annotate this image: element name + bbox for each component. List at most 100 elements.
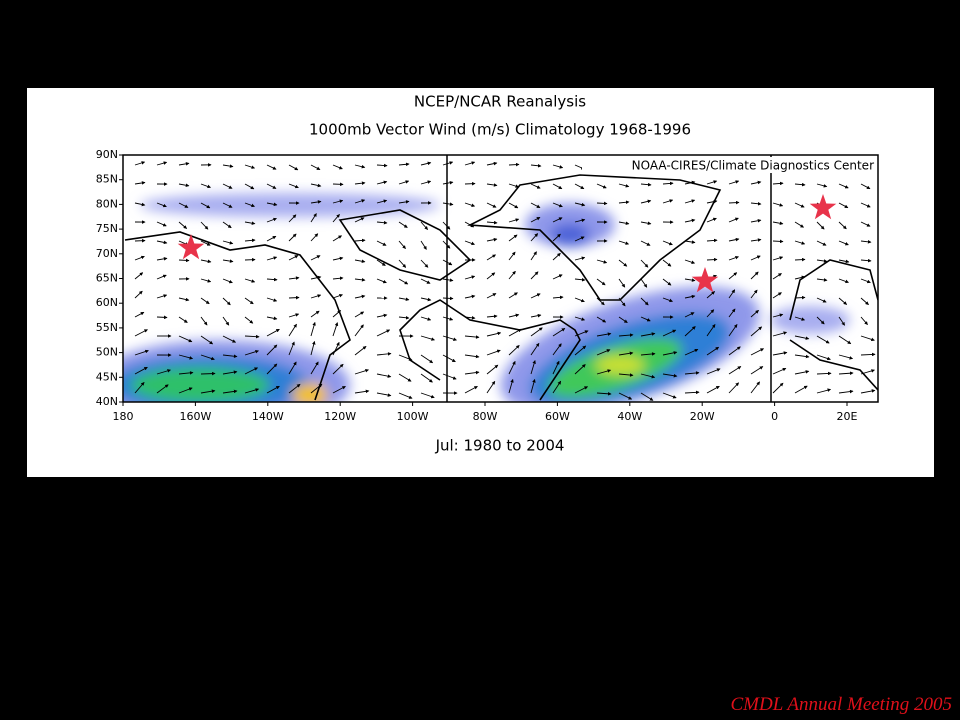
wind-arrow xyxy=(596,332,612,337)
wind-arrow xyxy=(222,278,233,284)
wind-arrow xyxy=(310,321,316,337)
wind-arrow xyxy=(464,386,478,394)
wind-arrow xyxy=(266,164,277,170)
wind-arrow xyxy=(420,161,432,166)
wind-arrow xyxy=(134,366,148,375)
wind-arrow xyxy=(464,354,480,359)
wind-arrow xyxy=(728,237,740,242)
wind-arrow xyxy=(398,373,412,382)
wind-arrow xyxy=(728,346,741,356)
wind-arrow xyxy=(376,352,392,356)
wind-arrow xyxy=(354,181,366,185)
wind-arrow xyxy=(530,313,542,318)
wind-arrow xyxy=(332,363,344,375)
wind-arrow xyxy=(156,315,168,320)
wind-arrow xyxy=(332,199,344,204)
wind-arrow xyxy=(134,272,144,280)
wind-arrow xyxy=(728,366,742,375)
wind-arrow xyxy=(178,297,190,302)
wind-arrow xyxy=(442,278,454,282)
site-star xyxy=(691,267,719,293)
wind-arrow xyxy=(376,392,392,397)
wind-arrow xyxy=(596,316,607,323)
wind-arrow xyxy=(640,278,648,288)
wind-arrow xyxy=(200,335,214,345)
wind-arrow xyxy=(222,354,238,359)
wind-arrow xyxy=(662,199,674,204)
wind-arrow xyxy=(310,340,316,356)
lon-label: 140W xyxy=(252,410,284,423)
wind-arrow xyxy=(530,293,541,299)
wind-arrow xyxy=(838,389,854,394)
footer: CMDL Annual Meeting 2005 xyxy=(730,694,953,715)
wind-arrow xyxy=(332,276,344,281)
wind-arrow xyxy=(354,217,365,223)
lat-label: 40N xyxy=(96,395,118,408)
wind-arrow xyxy=(772,181,784,186)
wind-arrow xyxy=(222,221,232,229)
credit: NOAA-CIRES/Climate Diagnostics Center xyxy=(632,159,874,173)
wind-arrow xyxy=(530,233,539,242)
wind-arrow xyxy=(552,274,563,280)
wind-arrow xyxy=(310,294,322,299)
wind-arrow xyxy=(772,382,784,394)
lon-label: 120W xyxy=(324,410,356,423)
wind-arrow xyxy=(244,238,256,243)
wind-arrow xyxy=(728,308,736,318)
wind-arrow xyxy=(486,364,499,375)
wind-arrow xyxy=(816,371,832,376)
wind-arrow xyxy=(684,259,696,264)
wind-arrow xyxy=(134,161,146,166)
wind-arrow xyxy=(288,276,300,280)
wind-arrow xyxy=(530,202,541,208)
wind-arrow xyxy=(442,335,457,341)
wind-arrow xyxy=(266,328,280,337)
wind-arrow xyxy=(684,240,696,244)
lon-label: 0 xyxy=(771,410,778,423)
wind-arrow xyxy=(420,392,435,399)
wind-arrow xyxy=(288,183,299,189)
wind-arrow xyxy=(244,221,256,225)
wind-arrow xyxy=(332,235,343,242)
wind-arrow xyxy=(838,335,852,345)
wind-arrow xyxy=(662,351,678,356)
wind-arrow xyxy=(552,217,563,223)
wind-arrow xyxy=(354,164,366,169)
wind-arrow xyxy=(838,221,847,230)
wind-arrow xyxy=(596,391,612,396)
wind-arrow xyxy=(772,273,782,280)
wind-arrow xyxy=(508,234,518,242)
wind-arrow xyxy=(486,293,497,299)
wind-arrow xyxy=(266,217,277,223)
wind-arrow xyxy=(310,255,321,261)
wind-arrow xyxy=(134,311,145,318)
wind-arrow xyxy=(244,316,254,324)
wind-arrow xyxy=(156,257,168,261)
wind-arrow xyxy=(420,240,427,250)
wind-arrow xyxy=(376,240,387,246)
wind-arrow xyxy=(750,348,765,356)
wind-arrow xyxy=(134,329,148,337)
wind-arrow xyxy=(178,354,194,360)
wind-arrow xyxy=(728,200,740,205)
wind-arrow xyxy=(508,313,520,318)
wind-arrow xyxy=(706,238,718,243)
wind-arrow xyxy=(860,278,871,284)
period-label: Jul: 1980 to 2004 xyxy=(435,437,565,455)
wind-arrow xyxy=(134,290,143,299)
wind-arrow xyxy=(266,256,278,261)
wind-arrow xyxy=(134,349,149,356)
wind-arrow xyxy=(156,294,168,299)
wind-arrow xyxy=(706,180,718,185)
wind-arrow xyxy=(552,343,562,356)
wind-arrow xyxy=(398,240,406,250)
wind-arrow xyxy=(838,240,849,246)
wind-arrow xyxy=(596,183,607,189)
wind-arrow xyxy=(640,352,656,356)
wind-arrow xyxy=(288,295,300,300)
wind-arrow xyxy=(838,354,854,360)
wind-arrow xyxy=(200,240,211,246)
wind-arrow xyxy=(244,183,255,190)
wind-arrow xyxy=(222,164,234,168)
wind-arrow xyxy=(640,297,649,306)
